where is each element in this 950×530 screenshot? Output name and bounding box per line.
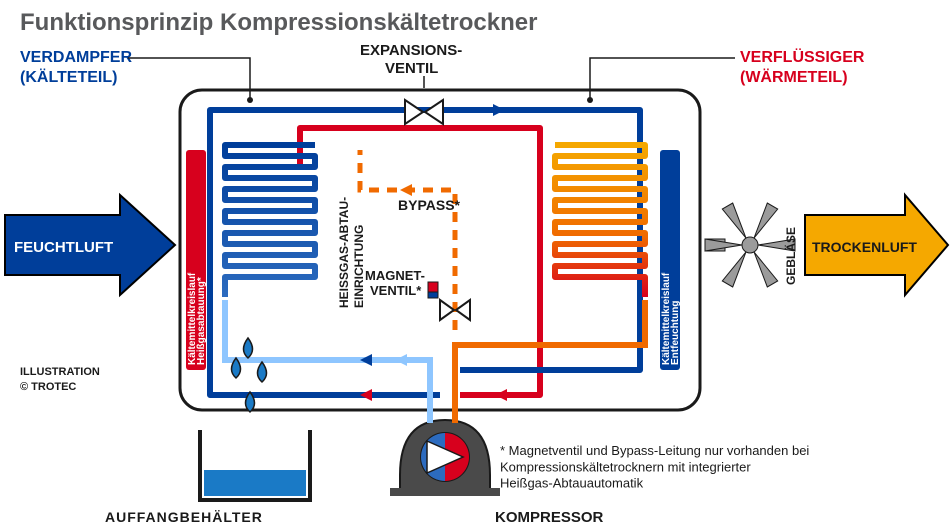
expansion-valve [405, 100, 443, 124]
svg-text:Heißgasabtauung*: Heißgasabtauung* [196, 277, 207, 365]
page-title: Funktionsprinzip Kompressionskältetrockn… [20, 9, 537, 36]
bypass-label: BYPASS* [398, 197, 461, 213]
svg-text:* Magnetventil und Bypass-Leit: * Magnetventil und Bypass-Leitung nur vo… [500, 443, 809, 458]
auffang-label: AUFFANGBEHÄLTER [105, 509, 263, 525]
svg-text:HEISSGAS-ABTAU-: HEISSGAS-ABTAU- [337, 197, 351, 308]
feuchtluft-label: FEUCHTLUFT [14, 239, 113, 256]
svg-text:Heißgas-Abtauautomatik: Heißgas-Abtauautomatik [500, 476, 644, 491]
red-loop [300, 128, 540, 395]
svg-text:(WÄRMETEIL): (WÄRMETEIL) [740, 68, 848, 86]
svg-text:EINRICHTUNG: EINRICHTUNG [352, 225, 366, 308]
water-drop [244, 338, 253, 358]
illustration-credit: ILLUSTRATION [20, 366, 100, 378]
svg-text:© TROTEC: © TROTEC [20, 381, 76, 393]
svg-text:VENTIL: VENTIL [385, 60, 438, 77]
svg-text:Kompressionskältetrocknern mit: Kompressionskältetrocknern mit integrier… [500, 459, 751, 474]
svg-text:(KÄLTETEIL): (KÄLTETEIL) [20, 68, 117, 86]
verfluessiger-label: VERFLÜSSIGER [740, 47, 865, 66]
evaporator-coil [225, 145, 315, 297]
magnet-label: MAGNET- [365, 268, 425, 283]
svg-text:Entfeuchtung: Entfeuchtung [670, 301, 681, 365]
trockenluft-label: TROCKENLUFT [812, 239, 917, 255]
expansion-label: EXPANSIONS- [360, 42, 462, 59]
svg-text:VENTIL*: VENTIL* [370, 283, 422, 298]
water-drop [258, 362, 267, 382]
verdampfer-label: VERDAMPFER [20, 49, 132, 66]
geblaese-label: GEBLÄSE [783, 227, 798, 285]
kompressor-label: KOMPRESSOR [495, 509, 604, 526]
condenser-coil [555, 145, 645, 297]
